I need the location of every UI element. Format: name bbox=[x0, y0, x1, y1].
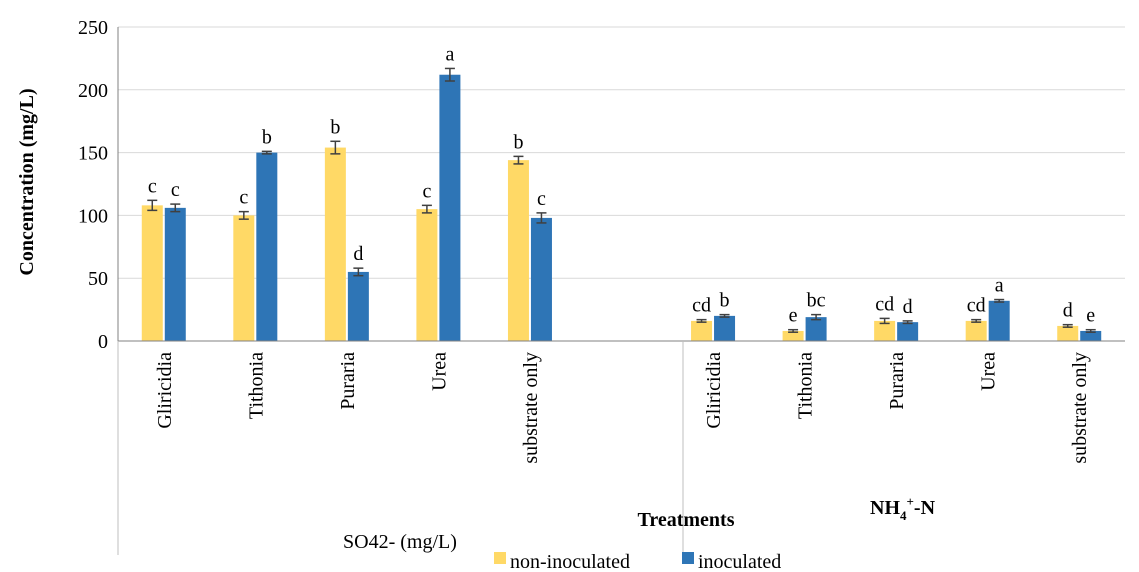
y-tick-label: 250 bbox=[78, 17, 108, 39]
bar-non-inoculated bbox=[324, 147, 346, 341]
significance-label: b bbox=[513, 131, 523, 153]
category-labels: Gliricidia Tithonia Puraria Urea substrate o… bbox=[154, 352, 1091, 464]
bar-non-inoculated bbox=[233, 215, 255, 341]
group-label-nh4: NH4+-N bbox=[870, 494, 936, 523]
bar-inoculated bbox=[714, 315, 736, 341]
bar-non-inoculated bbox=[782, 330, 804, 341]
significance-label: b bbox=[330, 116, 340, 138]
bar-inoculated bbox=[164, 207, 186, 341]
group-label-so4: SO42- (mg/L) bbox=[343, 531, 457, 553]
category-label: substrate only bbox=[1069, 352, 1091, 464]
bar-inoculated bbox=[805, 317, 827, 341]
category-label: Puraria bbox=[886, 352, 908, 410]
significance-label: bc bbox=[807, 290, 826, 312]
legend-swatch-non-inoculated bbox=[494, 552, 506, 564]
y-axis-label: Concentration (mg/L) bbox=[16, 88, 38, 275]
significance-label: d bbox=[1063, 300, 1073, 322]
x-axis-label: Treatments bbox=[637, 509, 734, 531]
significance-label: c bbox=[537, 188, 546, 210]
bars bbox=[141, 74, 1102, 341]
bar-non-inoculated bbox=[416, 209, 438, 341]
significance-label: a bbox=[445, 43, 454, 65]
group-label-nh4-tail: -N bbox=[914, 497, 936, 519]
y-tick-labels: 0 50 100 150 200 250 bbox=[78, 17, 108, 353]
significance-label: d bbox=[353, 243, 363, 265]
bar-inoculated bbox=[1080, 330, 1102, 341]
y-tick-label: 150 bbox=[78, 143, 108, 165]
y-tick-label: 200 bbox=[78, 80, 108, 102]
category-label: Puraria bbox=[337, 352, 359, 410]
bar-inoculated bbox=[897, 322, 919, 341]
category-label: Urea bbox=[978, 352, 1000, 391]
category-label: Tithonia bbox=[245, 352, 267, 419]
y-tick-label: 50 bbox=[88, 268, 108, 290]
bar-non-inoculated bbox=[141, 205, 163, 341]
category-label: Urea bbox=[428, 352, 450, 391]
category-label: Gliricidia bbox=[703, 352, 725, 429]
bar-inoculated bbox=[530, 217, 552, 341]
significance-label: c bbox=[239, 187, 248, 209]
bar-inoculated bbox=[256, 152, 278, 341]
bar-inoculated bbox=[347, 271, 369, 341]
gridlines bbox=[118, 26, 1125, 279]
bar-inoculated bbox=[439, 74, 461, 341]
legend: non-inoculated inoculated bbox=[494, 551, 781, 572]
legend-swatch-inoculated bbox=[682, 552, 694, 564]
group-label-nh4-sub: 4 bbox=[900, 508, 907, 523]
legend-label-inoculated: inoculated bbox=[698, 551, 781, 572]
category-label: Tithonia bbox=[795, 352, 817, 419]
bar-inoculated bbox=[988, 300, 1010, 341]
error-bars bbox=[147, 67, 1096, 333]
bar-non-inoculated bbox=[691, 320, 713, 341]
significance-label: e bbox=[1086, 305, 1095, 327]
y-tick-label: 0 bbox=[98, 331, 108, 353]
significance-label: b bbox=[720, 290, 730, 312]
significance-label: d bbox=[903, 296, 913, 318]
significance-label: cd bbox=[875, 293, 894, 315]
category-label: Gliricidia bbox=[154, 352, 176, 429]
bar-non-inoculated bbox=[965, 320, 987, 341]
bar-non-inoculated bbox=[874, 320, 896, 341]
group-label-nh4-main: NH bbox=[870, 497, 900, 519]
legend-label-non-inoculated: non-inoculated bbox=[510, 551, 630, 572]
significance-label: a bbox=[995, 275, 1004, 297]
significance-label: c bbox=[171, 179, 180, 201]
bar-non-inoculated bbox=[1057, 325, 1079, 341]
significance-label: b bbox=[262, 126, 272, 148]
significance-label: cd bbox=[967, 295, 986, 317]
bar-non-inoculated bbox=[507, 160, 529, 341]
significance-label: c bbox=[422, 180, 431, 202]
axes bbox=[117, 27, 1125, 555]
group-label-nh4-sup: + bbox=[907, 494, 914, 509]
y-tick-label: 100 bbox=[78, 205, 108, 227]
significance-label: e bbox=[789, 305, 798, 327]
category-label: substrate only bbox=[520, 352, 542, 464]
significance-label: cd bbox=[692, 295, 711, 317]
significance-label: c bbox=[148, 175, 157, 197]
